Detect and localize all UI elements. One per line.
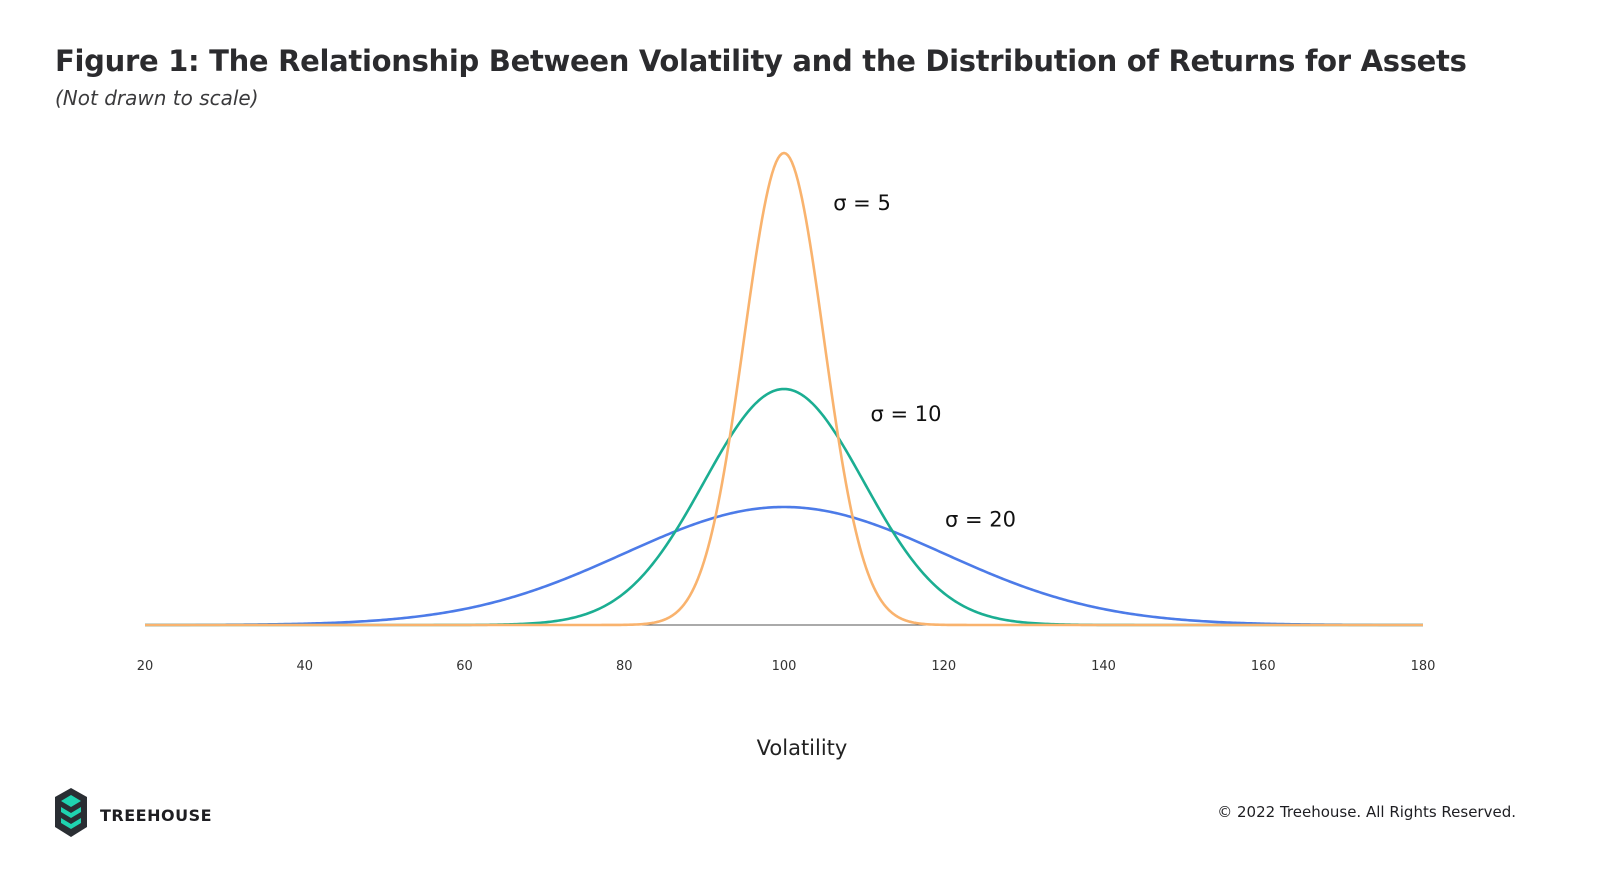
- series-line-sigma-20: [145, 505, 1423, 627]
- x-tick-label: 20: [137, 659, 154, 674]
- copyright: © 2022 Treehouse. All Rights Reserved.: [1217, 803, 1516, 821]
- series-line-sigma-5: [145, 151, 1423, 627]
- series-label-sigma-10: σ = 10: [871, 402, 942, 426]
- x-tick-label: 40: [297, 659, 314, 674]
- brand: TREEHOUSE: [54, 787, 212, 843]
- chart-title: Figure 1: The Relationship Between Volat…: [55, 44, 1467, 78]
- x-axis-title: Volatility: [757, 736, 848, 760]
- series-label-sigma-5: σ = 5: [833, 191, 891, 215]
- x-tick-label: 100: [772, 659, 797, 674]
- series-label-sigma-20: σ = 20: [945, 508, 1016, 532]
- x-tick-label: 140: [1091, 659, 1116, 674]
- chart-subtitle: (Not drawn to scale): [55, 86, 259, 110]
- brand-name: TREEHOUSE: [100, 805, 213, 825]
- x-tick-label: 60: [456, 659, 473, 674]
- x-tick-label: 180: [1411, 659, 1436, 674]
- treehouse-logo-icon: [54, 787, 88, 843]
- x-tick-label: 160: [1251, 659, 1276, 674]
- x-tick-label: 120: [931, 659, 956, 674]
- x-tick-label: 80: [616, 659, 633, 674]
